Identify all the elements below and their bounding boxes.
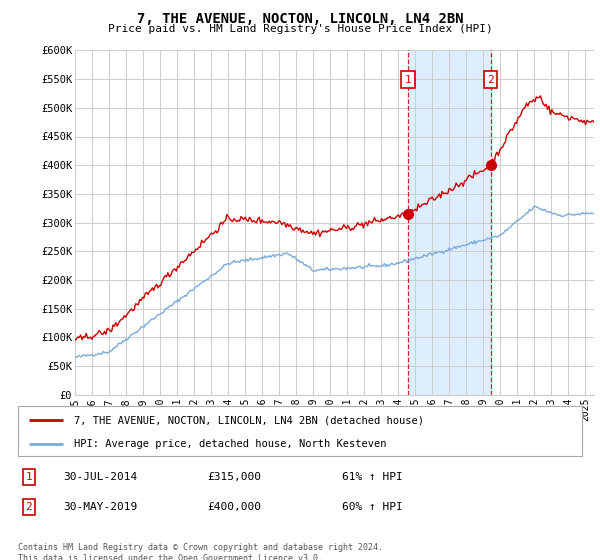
Text: 60% ↑ HPI: 60% ↑ HPI: [342, 502, 403, 512]
Bar: [408, 50, 491, 395]
Text: £315,000: £315,000: [207, 472, 261, 482]
Text: 7, THE AVENUE, NOCTON, LINCOLN, LN4 2BN (detached house): 7, THE AVENUE, NOCTON, LINCOLN, LN4 2BN …: [74, 415, 424, 425]
Text: Price paid vs. HM Land Registry's House Price Index (HPI): Price paid vs. HM Land Registry's House …: [107, 24, 493, 34]
Text: 2: 2: [25, 502, 32, 512]
Text: 30-JUL-2014: 30-JUL-2014: [63, 472, 137, 482]
Text: 1: 1: [405, 74, 412, 85]
Text: HPI: Average price, detached house, North Kesteven: HPI: Average price, detached house, Nort…: [74, 439, 387, 449]
Text: 1: 1: [25, 472, 32, 482]
Text: Contains HM Land Registry data © Crown copyright and database right 2024.
This d: Contains HM Land Registry data © Crown c…: [18, 543, 383, 560]
Text: 30-MAY-2019: 30-MAY-2019: [63, 502, 137, 512]
Text: 7, THE AVENUE, NOCTON, LINCOLN, LN4 2BN: 7, THE AVENUE, NOCTON, LINCOLN, LN4 2BN: [137, 12, 463, 26]
Text: 61% ↑ HPI: 61% ↑ HPI: [342, 472, 403, 482]
Text: £400,000: £400,000: [207, 502, 261, 512]
Text: 2: 2: [487, 74, 494, 85]
